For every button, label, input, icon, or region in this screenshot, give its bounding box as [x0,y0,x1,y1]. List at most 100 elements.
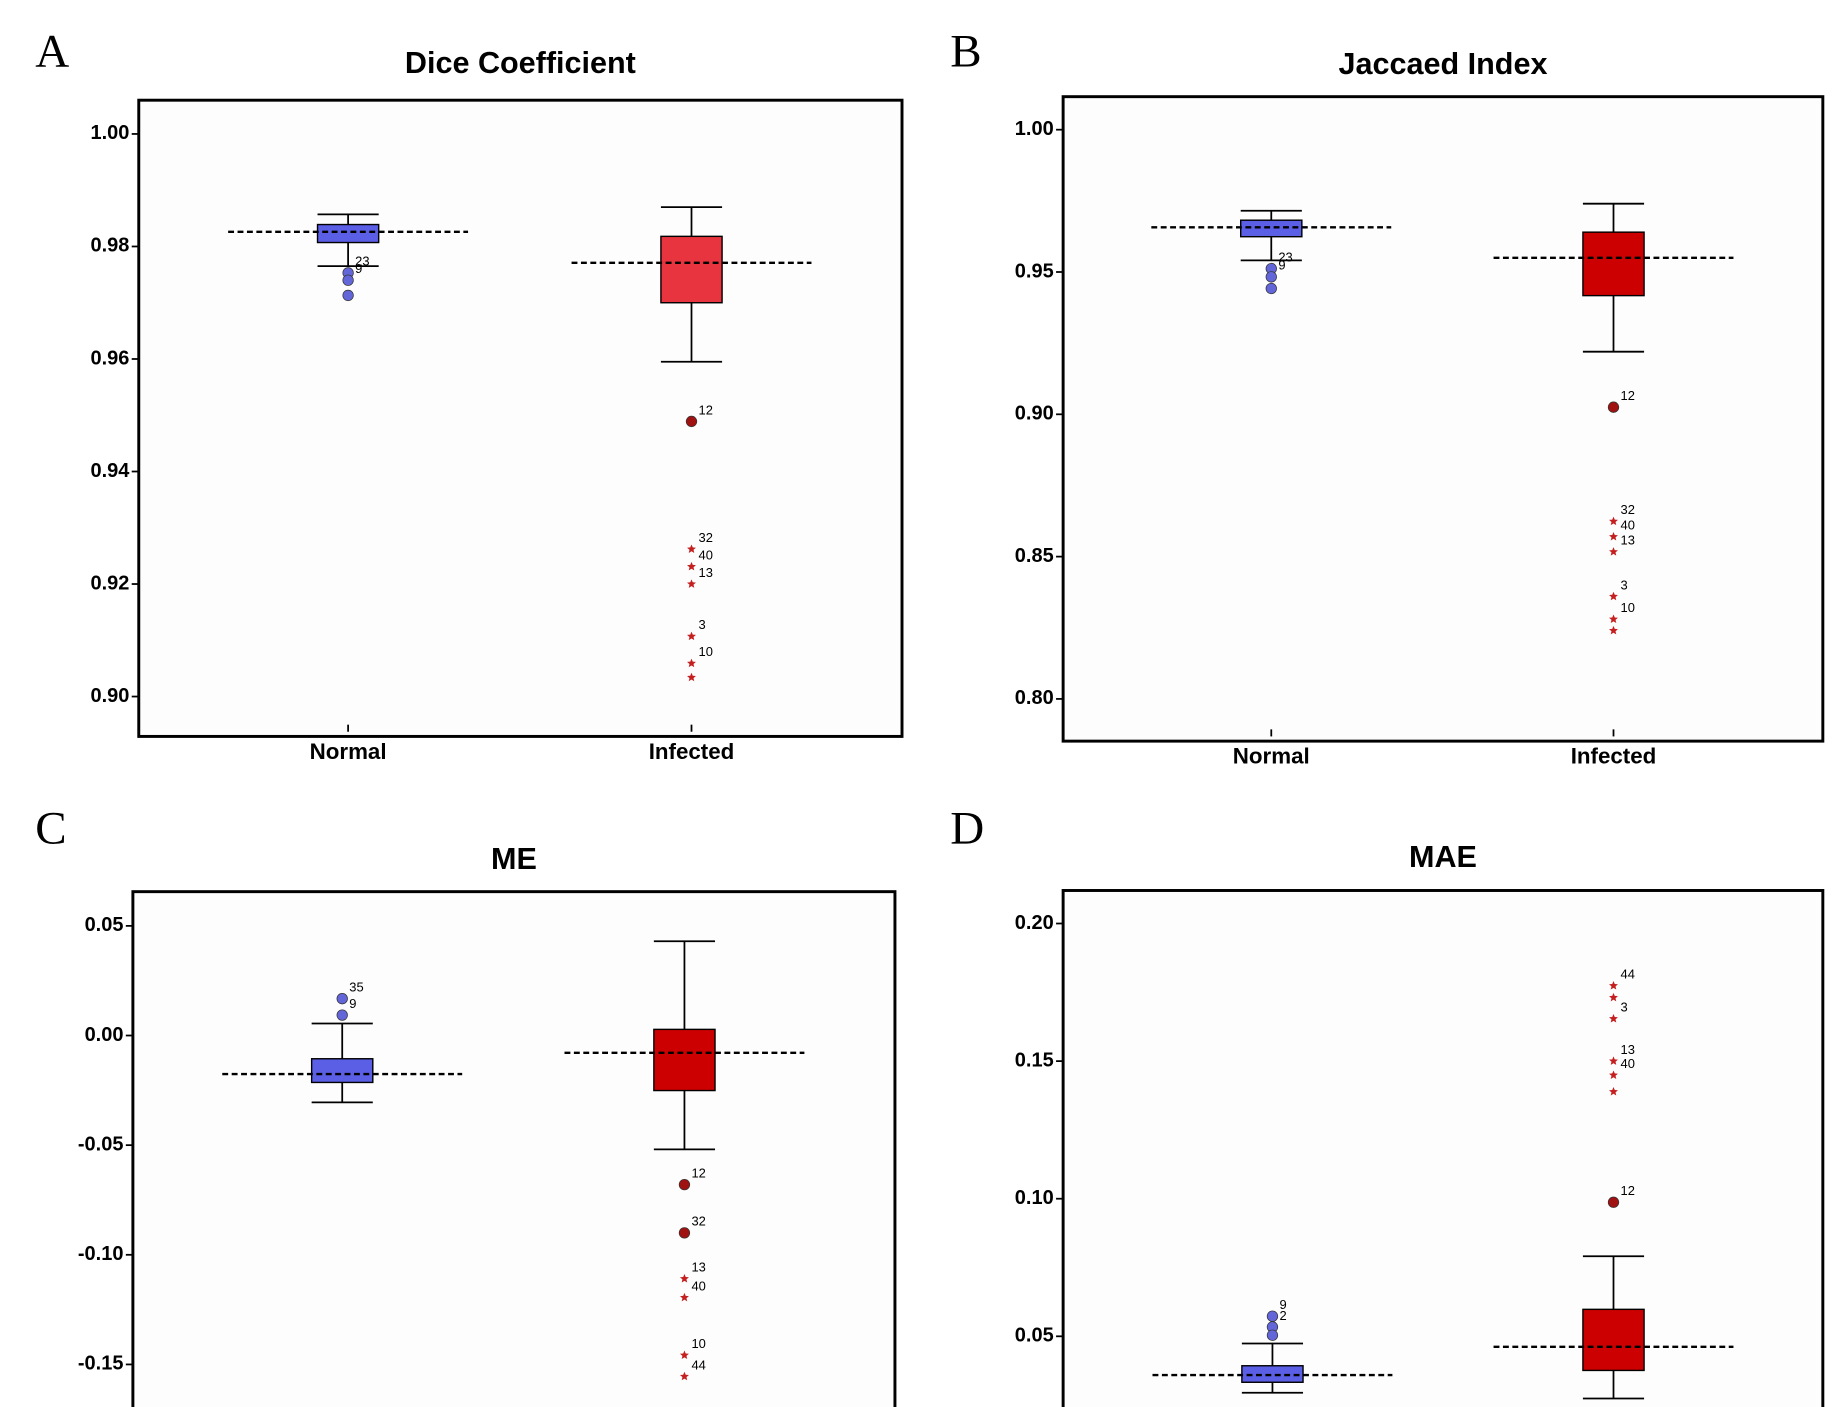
outlier [1607,1196,1620,1208]
outlier-star [1609,516,1618,526]
y-tick-label: 0.96 [90,347,129,369]
outlier-star [687,658,696,668]
outlier [1265,271,1277,283]
outlier-label: 9 [1278,258,1285,273]
outlier-star [687,579,696,588]
outlier-label: 3 [1621,577,1628,592]
outlier-label: 12 [1621,1183,1635,1198]
x-tick-label: Infected [1571,744,1657,769]
y-tick-label: -0.05 [78,1133,124,1155]
x-tick-label: Normal [310,739,387,764]
panel-letter: B [950,25,981,77]
box [1582,1308,1645,1372]
outlier-star [1609,547,1618,556]
outlier-label: 13 [692,1260,706,1275]
outlier-star [687,672,696,682]
box [1582,231,1645,297]
outlier-star [687,631,696,641]
outlier-label: 9 [355,261,362,276]
outlier-label: 3 [1621,1000,1628,1015]
outlier-star [679,1273,689,1283]
outlier-star [1609,1056,1618,1065]
chart-title: ME [491,842,537,876]
y-tick-label: 1.00 [90,122,129,144]
outlier-label: 35 [349,980,363,995]
outlier-label: 44 [1621,967,1635,982]
outlier-label: 3 [699,617,706,632]
outlier-label: 40 [1621,1056,1635,1071]
y-tick-label: -0.15 [78,1353,124,1375]
panel-letter: C [35,803,66,855]
outlier-label: 32 [1621,502,1635,517]
outlier-label: 10 [692,1336,706,1351]
panel: C ME 0.05 0.00 -0.05 -0.10 -0.15 359 12 32 13 40 10 4… [35,803,897,1407]
outlier-label: 40 [699,547,713,562]
y-tick-label: 0.98 [90,235,129,257]
outlier [1265,282,1277,295]
outlier-star [679,1292,689,1302]
outlier-label: 10 [1621,600,1635,615]
panel-letter: D [950,803,984,855]
y-tick-label: 0.05 [85,914,124,936]
plot-frame [137,98,904,738]
outlier [1266,1310,1279,1322]
outlier-label: 12 [692,1165,706,1180]
outlier [678,1178,691,1191]
outlier-label: 23 [355,254,369,269]
chart-title: Dice Coefficient [405,46,636,80]
panel: A Dice Coefficient 1.00 0.98 0.96 0.94 0.92 0.9… [35,25,904,764]
outlier-label: 12 [699,402,713,417]
outlier-label: 40 [1621,518,1635,533]
box [653,1028,716,1092]
y-tick-label: 0.20 [1015,912,1054,934]
outlier [1266,1329,1279,1341]
outlier-label: 44 [692,1357,706,1372]
outlier-label: 40 [692,1278,706,1293]
outlier [678,1227,691,1239]
outlier [336,993,348,1005]
x-tick-label: Infected [649,739,735,764]
outlier-label: 10 [699,644,713,659]
y-tick-label: -0.10 [78,1243,124,1265]
outlier-star [1609,1086,1618,1096]
plot-frame [1061,95,1825,743]
box [316,223,380,244]
plot-frame [1061,889,1825,1407]
y-tick-label: 1.00 [1015,118,1054,140]
outlier-label: 2 [1280,1308,1287,1323]
chart-title: Jaccaed Index [1338,47,1547,81]
y-tick-label: 0.15 [1015,1049,1054,1071]
y-tick-label: 0.90 [1015,403,1054,425]
outlier-label: 13 [1621,1042,1635,1057]
outlier-star [687,544,696,553]
outlier [1607,401,1620,413]
y-tick-label: 0.10 [1015,1187,1054,1209]
outlier-star [1609,591,1618,601]
box [310,1058,374,1084]
outlier [336,1009,348,1021]
y-tick-label: 0.85 [1015,545,1054,567]
outlier-star [1609,614,1618,624]
outlier-star [1609,625,1618,635]
y-tick-label: 0.80 [1015,687,1054,709]
outlier [342,274,354,286]
y-tick-label: 0.05 [1015,1325,1054,1347]
outlier-star [1609,981,1618,990]
panel-letter: A [35,25,69,77]
outlier-star [1609,1014,1618,1023]
y-tick-label: 0.00 [85,1024,124,1046]
outlier-star [1609,1070,1618,1079]
outlier-star [1609,992,1618,1002]
outlier-star [1609,531,1618,541]
outlier-star [679,1371,689,1381]
outlier-label: 13 [699,565,713,580]
outlier [342,289,354,302]
y-tick-label: 0.94 [90,460,129,482]
y-tick-label: 0.95 [1015,260,1054,282]
y-tick-label: 0.90 [90,685,129,707]
box [660,235,723,304]
outlier-label: 32 [692,1214,706,1229]
